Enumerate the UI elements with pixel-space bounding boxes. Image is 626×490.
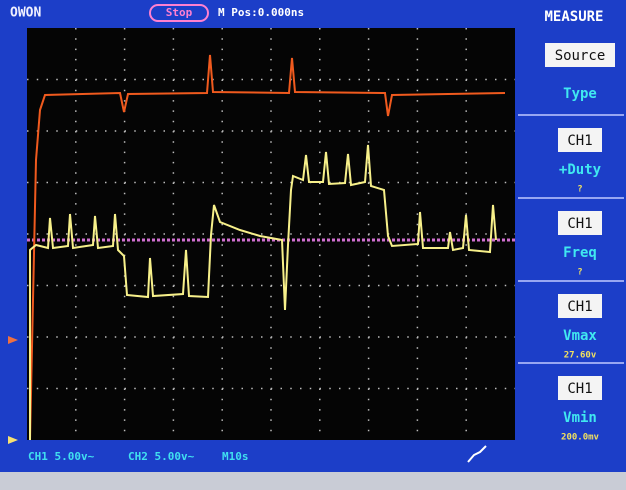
menu-reading: ?	[577, 268, 582, 278]
menu-button-label[interactable]: CH1	[567, 381, 592, 397]
menu-label: +Duty	[559, 162, 602, 178]
menu-label: Freq	[563, 245, 597, 261]
status: Stop	[166, 6, 193, 19]
page: OWON Stop M Pos:0.000ns MEASURE Source Ty…	[0, 0, 626, 490]
menu-label: Vmax	[563, 328, 597, 344]
ch1-scale: CH1 5.00v~	[28, 450, 95, 463]
menu-label: Type	[563, 86, 597, 102]
menu-button-label[interactable]: CH1	[567, 133, 592, 149]
position: M Pos:0.000ns	[218, 6, 304, 19]
brand: OWON	[10, 6, 41, 21]
scope-screen: OWON Stop M Pos:0.000ns MEASURE Source Ty…	[0, 0, 626, 490]
menu-button-label[interactable]: CH1	[567, 299, 592, 315]
menu-title: MEASURE	[544, 9, 603, 25]
ch2-scale: CH2 5.00v~	[128, 450, 195, 463]
menu-reading: 27.60v	[564, 351, 597, 361]
menu-label: Vmin	[563, 410, 597, 426]
menu-reading: ?	[577, 185, 582, 195]
menu-button-label[interactable]: CH1	[567, 216, 592, 232]
timebase: M10s	[222, 450, 249, 463]
menu-button-label[interactable]: Source	[555, 48, 606, 64]
menu-reading: 200.0mv	[561, 433, 600, 443]
